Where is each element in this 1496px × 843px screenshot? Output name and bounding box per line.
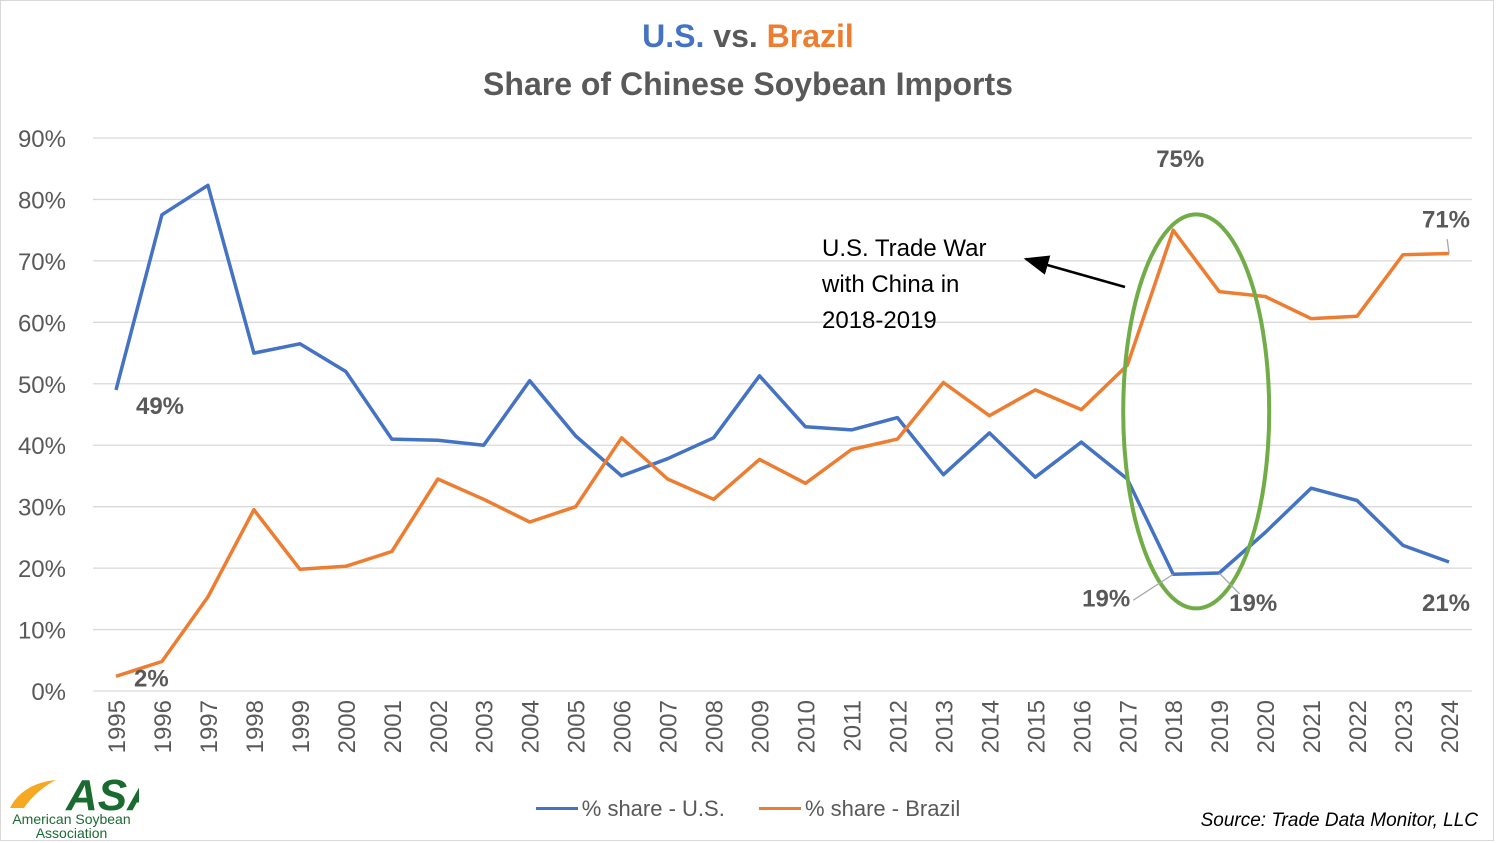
gridlines [93,137,1472,692]
x-tick-label: 2012 [885,700,912,753]
y-tick-label: 90% [18,126,66,153]
y-tick-label: 70% [18,249,66,276]
data-label: 21% [1422,590,1470,617]
data-label: 75% [1156,146,1204,173]
x-axis-ticks: 1995 1996 1997 1998 1999 2000 2001 2002 2003 2004… [104,700,1464,753]
x-tick-label: 2003 [472,700,499,753]
annotation-line-3: 2018-2019 [822,307,937,334]
series-lines [114,183,1450,678]
legend-swatch-brazil [758,807,801,810]
y-tick-label: 80% [18,187,66,214]
data-label-leader [1218,572,1241,595]
legend: % share - U.S. % share - Brazil [0,790,1496,822]
y-tick-label: 40% [18,433,66,460]
logo-caption-line-2: Association [35,825,108,841]
x-tick-label: 1997 [196,700,223,753]
trade-war-annotation: U.S. Trade War with China in 2018-2019 [821,235,1126,334]
x-tick-label: 2022 [1345,700,1372,753]
y-tick-label: 10% [18,618,66,645]
x-tick-label: 2020 [1253,700,1280,753]
annotation-line-2: with China in [821,271,959,298]
x-tick-label: 2004 [518,700,545,753]
logo-caption: American Soybean Association [4,812,139,840]
series-line-us [114,183,1450,577]
chart-subtitle: Share of Chinese Soybean Imports [483,66,1013,102]
y-tick-label: 30% [18,495,66,522]
data-label: 49% [136,393,184,420]
x-tick-label: 2019 [1207,700,1234,753]
x-tick-label: 2002 [426,700,453,753]
x-tick-label: 2006 [610,700,637,753]
x-tick-label: 1996 [150,700,177,753]
legend-item-us[interactable]: % share - U.S. [535,795,725,822]
y-axis-ticks: 0% 10% 20% 30% 40% 50% 60% 70% 80% 90% [18,126,66,706]
x-tick-label: 2015 [1023,700,1050,753]
x-tick-label: 1995 [104,700,131,753]
x-tick-label: 2017 [1115,700,1142,753]
data-labels: 49% 2% 75% 71% 19% 19% 21% [134,146,1470,692]
source-note: Source: Trade Data Monitor, LLC [1200,810,1478,831]
x-tick-label: 1998 [242,700,269,753]
annotation-arrow [1023,255,1126,289]
asa-logo: ASA American Soybean Association [4,768,159,840]
x-tick-label: 1999 [288,700,315,753]
data-label-leader [1446,239,1450,254]
y-tick-label: 60% [18,310,66,337]
asa-logo-mark: ASA [10,771,159,820]
x-tick-label: 2000 [334,700,361,753]
data-label: 19% [1082,585,1130,612]
logo-mark-text: ASA [65,771,139,814]
annotation-line-1: U.S. Trade War [822,235,986,262]
data-label: 19% [1229,590,1277,617]
highlight-ellipse [1121,212,1272,611]
y-tick-label: 20% [18,556,66,583]
x-tick-label: 2010 [793,700,820,753]
trade-war-highlight [1121,212,1272,611]
data-label: 2% [134,665,169,692]
x-tick-label: 2005 [564,700,591,753]
x-tick-label: 2007 [656,700,683,753]
x-tick-label: 2018 [1161,700,1188,753]
x-tick-label: 2009 [748,700,775,753]
logo-caption-line-1: American Soybean [12,811,131,827]
title-brazil: Brazil [766,18,854,54]
series-line-brazil [115,228,1450,678]
y-tick-label: 50% [18,372,66,399]
x-tick-label: 2014 [977,700,1004,753]
legend-item-brazil[interactable]: % share - Brazil [758,795,961,822]
title-vs: vs. [704,18,767,54]
data-label-leader [1132,573,1174,601]
x-tick-label: 2021 [1299,700,1326,753]
data-label: 71% [1422,207,1470,234]
x-tick-label: 2001 [380,700,407,753]
chart-title: U.S. vs. Brazil [0,18,1496,55]
x-tick-label: 2013 [931,700,958,753]
x-tick-label: 2016 [1069,700,1096,753]
x-tick-label: 2023 [1391,700,1418,753]
logo-swoosh-icon [10,780,56,808]
x-tick-label: 2024 [1437,700,1464,753]
x-tick-label: 2011 [839,700,866,752]
legend-label-us: % share - U.S. [581,795,725,821]
legend-label-brazil: % share - Brazil [804,795,961,821]
legend-swatch-us [535,807,578,810]
y-tick-label: 0% [31,679,66,706]
x-tick-label: 2008 [702,700,729,753]
title-us: U.S. [642,18,705,54]
